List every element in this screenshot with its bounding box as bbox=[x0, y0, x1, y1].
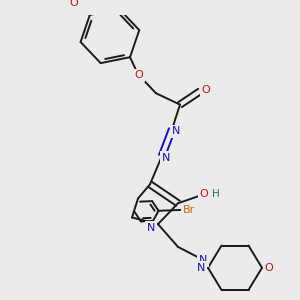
Text: Br: Br bbox=[182, 205, 195, 215]
Text: N: N bbox=[197, 263, 205, 273]
Text: O: O bbox=[202, 85, 210, 95]
Text: N: N bbox=[147, 223, 155, 233]
Text: O: O bbox=[200, 189, 208, 199]
Text: O: O bbox=[70, 0, 78, 8]
Text: N: N bbox=[162, 153, 170, 163]
Text: N: N bbox=[199, 255, 207, 265]
Text: N: N bbox=[172, 126, 180, 136]
Text: O: O bbox=[265, 263, 273, 273]
Text: O: O bbox=[135, 70, 143, 80]
Text: H: H bbox=[212, 189, 220, 199]
